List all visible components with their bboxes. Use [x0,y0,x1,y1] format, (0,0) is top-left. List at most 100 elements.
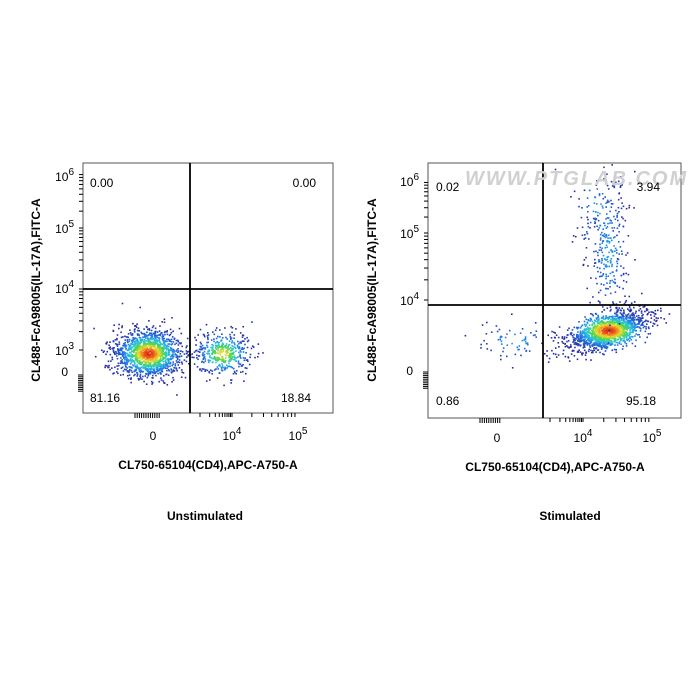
event-dot [615,249,618,251]
event-dot [597,335,599,338]
event-dot [158,339,161,341]
event-dot [148,332,151,334]
event-dot [220,355,223,358]
event-dot [600,283,603,285]
event-dot [161,360,163,362]
event-dot [230,347,232,349]
event-dot [588,324,591,326]
event-dot [605,315,607,317]
event-dot [610,249,612,252]
event-dot [597,270,599,273]
event-dot [109,348,112,350]
event-dot [590,351,593,354]
event-dot [613,334,616,337]
event-dot [126,361,129,364]
event-dot [242,325,244,328]
event-dot [616,234,618,237]
event-dot [124,363,127,365]
event-dot [149,370,152,373]
event-dot [176,394,178,396]
event-dot [229,360,231,362]
event-dot [171,350,174,353]
event-dot [622,205,625,208]
event-dot [161,336,163,338]
event-dot [618,192,620,195]
event-dot [233,358,235,361]
event-dot [580,339,583,342]
event-dot [166,353,168,355]
event-dot [147,368,149,371]
event-dot [535,330,538,332]
event-dot [158,347,161,349]
event-dot [140,349,142,352]
event-dot [641,323,644,325]
event-dot [170,358,173,361]
event-dot [139,361,142,364]
event-dot [604,196,606,198]
event-dot [589,331,592,334]
event-dot [130,377,132,379]
event-dot [226,352,228,354]
event-dot [180,376,183,378]
event-dot [159,358,161,361]
x-tick-label: 0 [150,429,157,443]
event-dot [613,328,615,331]
event-dot [132,338,135,341]
event-dot [130,354,133,356]
event-dot [604,344,606,347]
event-dot [172,370,174,373]
event-dot [146,342,148,345]
event-dot [614,312,616,315]
event-dot [614,278,616,281]
event-dot [584,354,587,356]
event-dot [238,355,241,357]
event-dot [244,343,246,346]
event-dot [142,348,144,350]
event-dot [586,231,588,233]
event-dot [136,323,138,325]
event-dot [257,343,260,345]
event-dot [207,334,210,336]
event-dot [120,331,122,334]
event-dot [606,323,609,326]
event-dot [123,344,126,346]
event-dot [566,340,568,343]
event-dot [147,334,149,337]
event-dot [620,313,623,315]
event-dot [222,350,224,353]
event-dot [158,341,161,343]
event-dot [605,324,608,326]
event-dot [226,354,228,357]
event-dot [521,339,524,342]
event-dot [104,366,106,369]
event-dot [215,337,218,340]
event-dot [121,302,124,305]
event-dot [580,336,582,339]
event-dot [611,330,613,333]
event-dot [158,334,160,336]
event-dot [168,339,171,341]
event-dot [238,342,240,345]
event-dot [605,273,607,276]
event-dot [146,348,148,350]
event-dot [109,368,111,371]
event-dot [635,326,637,328]
event-dot [216,341,218,343]
event-dot [624,324,627,326]
event-dot [133,370,135,373]
event-dot [588,189,591,192]
event-dot [166,362,168,365]
event-dot [143,336,145,338]
event-dot [186,352,188,355]
event-dot [178,359,181,361]
event-dot [600,346,603,349]
event-dot [523,339,525,341]
event-dot [524,336,527,338]
event-dot [170,343,173,346]
event-dot [145,357,148,360]
event-dot [635,333,637,335]
event-dot [580,216,583,219]
event-dot [613,324,616,327]
event-dot [180,332,183,335]
event-dot [573,338,576,340]
